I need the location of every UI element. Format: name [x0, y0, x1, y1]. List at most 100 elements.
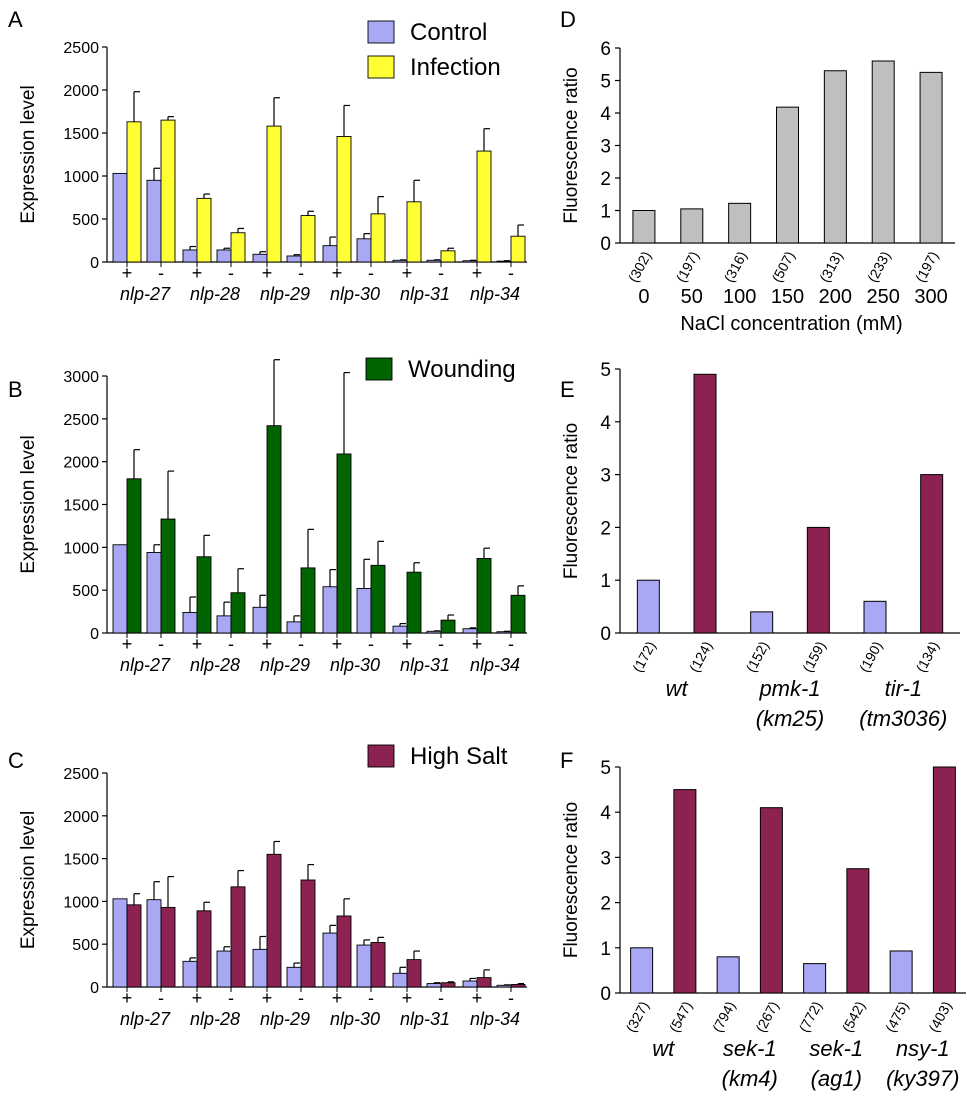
genotype-label: -: [298, 634, 304, 654]
bar-wounding: [300, 567, 316, 634]
genotype-label: -: [438, 988, 444, 1008]
bar-control: [112, 898, 128, 988]
group-label: sek-1: [723, 1036, 777, 1061]
sample-size-label: (190): [856, 638, 885, 674]
y-axis-label: Expression level: [18, 435, 39, 573]
y-tick-label: 500: [72, 212, 99, 229]
gene-label: nlp-30: [330, 1009, 380, 1029]
bar-control: [356, 944, 372, 988]
genotype-label: +: [332, 634, 343, 654]
bar-high-salt: [266, 853, 282, 988]
y-tick-label: 3000: [63, 369, 99, 386]
group-label: wt: [652, 1036, 675, 1061]
bar-high-salt: [510, 983, 526, 988]
bar-control: [392, 972, 408, 988]
bar-control: [426, 630, 442, 634]
bar-wounding: [230, 592, 246, 634]
genotype-label: -: [508, 263, 514, 283]
y-tick-label: 5: [600, 72, 611, 93]
bar-infection: [126, 121, 142, 263]
sample-size-label: (327): [622, 998, 651, 1034]
bar-infection: [440, 250, 456, 263]
y-tick-label: 2: [600, 169, 611, 190]
genotype-label: +: [402, 263, 413, 283]
bar-control: [462, 260, 478, 263]
gene-label: nlp-27: [120, 284, 171, 304]
y-tick-label: 1500: [63, 126, 99, 143]
bar: [716, 956, 740, 994]
genotype-label: -: [368, 634, 374, 654]
legend-swatch: [367, 744, 395, 768]
bar: [920, 474, 944, 634]
x-tick-label: 300: [914, 286, 947, 308]
bar: [632, 210, 656, 244]
legend-label: Infection: [410, 54, 501, 81]
bar: [806, 526, 830, 634]
genotype-label: -: [508, 634, 514, 654]
gene-label: nlp-28: [190, 284, 240, 304]
genotype-label: +: [122, 634, 133, 654]
bar-control: [182, 960, 198, 988]
bar-control: [252, 948, 268, 988]
genotype-label: -: [158, 634, 164, 654]
bar-wounding: [336, 453, 352, 634]
bar: [693, 373, 717, 634]
y-tick-label: 2000: [63, 455, 99, 472]
bar-high-salt: [440, 982, 456, 988]
genotype-label: +: [262, 263, 273, 283]
y-tick-label: 1500: [63, 498, 99, 515]
genotype-label: -: [368, 263, 374, 283]
bar-infection: [336, 135, 352, 263]
sample-size-label: (772): [795, 998, 824, 1034]
legend-label: Control: [410, 19, 487, 46]
genotype-label: -: [368, 988, 374, 1008]
bar-infection: [230, 232, 246, 263]
bar-control: [286, 621, 302, 634]
sample-size-label: (152): [743, 638, 772, 674]
panel-letter: A: [8, 7, 23, 32]
y-axis-label: Expression level: [18, 85, 39, 223]
gene-label: nlp-29: [260, 655, 310, 675]
bar: [776, 106, 799, 244]
bar-wounding: [476, 558, 492, 634]
genotype-label: -: [508, 988, 514, 1008]
y-tick-label: 5: [600, 758, 611, 779]
gene-label: nlp-28: [190, 655, 240, 675]
bar-control: [462, 628, 478, 634]
sample-size-label: (197): [912, 248, 941, 284]
bar-control: [392, 625, 408, 634]
genotype-label: -: [438, 263, 444, 283]
bar-control: [356, 588, 372, 634]
y-tick-label: 2500: [63, 766, 99, 783]
bar-control: [322, 586, 338, 634]
x-tick-label: 250: [867, 286, 900, 308]
panel-letter: F: [560, 748, 573, 773]
y-tick-label: 0: [600, 984, 611, 1005]
bar-high-salt: [336, 915, 352, 988]
bar: [889, 950, 913, 994]
bar-wounding: [266, 425, 282, 634]
genotype-label: +: [332, 988, 343, 1008]
gene-label: nlp-30: [330, 655, 380, 675]
bar-high-salt: [126, 904, 142, 988]
panel-letter: E: [560, 377, 575, 402]
bar-control: [146, 552, 162, 634]
y-tick-label: 5: [600, 360, 611, 381]
gene-label: nlp-34: [470, 284, 520, 304]
bar-high-salt: [230, 886, 246, 988]
y-tick-label: 0: [90, 255, 99, 272]
sample-size-label: (159): [799, 638, 828, 674]
bar-control: [392, 259, 408, 263]
bar-infection: [370, 213, 386, 263]
x-tick-label: 150: [771, 286, 804, 308]
bar-control: [496, 631, 512, 634]
bar-control: [286, 255, 302, 263]
bar-control: [216, 249, 232, 263]
group-sublabel: (tm3036): [859, 706, 947, 731]
bar-infection: [160, 119, 176, 263]
bar-wounding: [406, 571, 422, 634]
y-tick-label: 4: [600, 104, 611, 125]
gene-label: nlp-29: [260, 1009, 310, 1029]
y-axis-label: Fluorescence ratio: [561, 802, 582, 958]
bar-control: [322, 932, 338, 988]
